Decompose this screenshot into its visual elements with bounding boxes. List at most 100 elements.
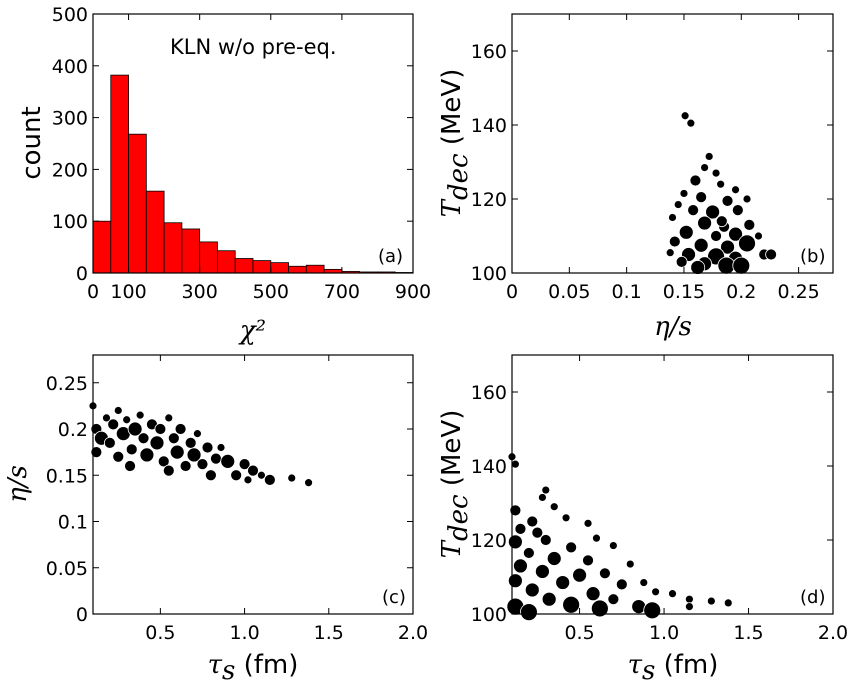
histogram-bar	[128, 133, 147, 274]
scatter-point	[112, 450, 125, 463]
panel-a-xtick-label: 900	[395, 281, 431, 303]
scatter-point	[157, 455, 170, 468]
panel-a-ytick-label: 100	[52, 211, 88, 233]
scatter-point	[706, 596, 716, 606]
panel-a-ticks: 0 100 300 500 700 900 0 100 200 300 400 500	[52, 4, 431, 303]
scatter-point	[507, 573, 523, 589]
panel-d-ytick-label: 100	[471, 604, 507, 626]
panel-d-frame	[511, 354, 834, 615]
panel-b-ytick-label: 140	[471, 115, 507, 137]
scatter-point	[643, 601, 662, 620]
panel-c-frame	[92, 354, 414, 615]
scatter-point	[695, 191, 708, 204]
scatter-point	[304, 478, 313, 488]
scatter-point	[513, 558, 528, 574]
scatter-point	[555, 575, 571, 590]
scatter-point	[599, 567, 611, 580]
panel-d-ticks: 0.5 1.0 1.5 2.0 100 120 140 160	[471, 355, 848, 644]
panel-d-xlabel-unit: (fm)	[655, 650, 718, 680]
panel-c-points	[88, 401, 313, 488]
histogram-bar	[270, 262, 289, 274]
svg-text:Tdec (MeV): Tdec (MeV)	[437, 410, 474, 559]
scatter-point	[243, 475, 253, 485]
panel-c-xtick-label: 2.0	[398, 622, 428, 644]
scatter-point	[717, 256, 736, 275]
histogram-bar	[199, 241, 218, 274]
scatter-point	[507, 534, 523, 550]
panel-b-xlabel: η/s	[654, 312, 692, 342]
panel-c-label: (c)	[382, 587, 406, 608]
panel-c-ytick-label: 0.25	[46, 373, 88, 395]
panel-a-label: (a)	[378, 246, 403, 267]
panel-b-ylabel: Tdec (MeV)	[437, 69, 474, 218]
scatter-point	[124, 460, 136, 472]
panel-c-xtick-label: 1.5	[314, 622, 344, 644]
panel-a-frame	[92, 13, 414, 274]
scatter-point	[583, 518, 593, 528]
histogram-bar	[305, 264, 325, 274]
panel-c-scatter: 0.5 1.0 1.5 2.0 0 0.05 0.1 0.15 0.2 0.25 (c) τs (…	[3, 354, 428, 684]
scatter-point	[541, 591, 557, 607]
panel-c-ytick-label: 0.1	[58, 512, 88, 534]
scatter-point	[541, 485, 551, 495]
scatter-point	[561, 513, 571, 523]
panel-b-xtick-label: 0.15	[663, 281, 705, 303]
panel-d-xlabel: τs (fm)	[628, 650, 719, 684]
scatter-point	[103, 436, 116, 449]
scatter-point	[592, 533, 601, 543]
panel-d-ytick-label: 140	[471, 456, 507, 478]
scatter-point	[742, 194, 752, 204]
panel-b-ylabel-symbol: T	[437, 198, 467, 217]
scatter-point	[125, 443, 138, 456]
panel-a-ytick-label: 400	[52, 56, 88, 78]
scatter-point	[230, 469, 243, 482]
scatter-point	[723, 598, 733, 608]
scatter-point	[678, 224, 694, 240]
panel-a-xtick-label: 0	[87, 281, 99, 303]
panel-b-ylabel-subscript: dec	[444, 153, 474, 200]
panel-d-ylabel-subscript: dec	[444, 494, 474, 541]
scatter-point	[263, 473, 276, 486]
scatter-point	[608, 541, 618, 550]
scatter-point	[711, 168, 721, 178]
scatter-point	[169, 444, 185, 460]
panel-c-ytick-label: 0	[76, 604, 88, 626]
scatter-point	[535, 564, 550, 579]
panel-d-xtick-label: 1.5	[733, 622, 763, 644]
panel-d-label: (d)	[800, 587, 825, 608]
scatter-point	[509, 504, 522, 517]
histogram-bar	[234, 258, 254, 274]
panel-c-ytick-label: 0.2	[58, 419, 88, 441]
scatter-point	[287, 473, 297, 483]
scatter-point	[549, 502, 559, 512]
panel-b-ylabel-unit: (MeV)	[437, 69, 467, 154]
scatter-point	[686, 118, 696, 128]
panel-a-ytick-label: 200	[52, 159, 88, 181]
scatter-point	[107, 418, 120, 431]
scatter-point	[721, 194, 734, 207]
scatter-point	[238, 458, 251, 471]
scatter-point	[524, 582, 540, 598]
scatter-point	[732, 256, 751, 275]
scatter-point	[673, 200, 683, 209]
panel-c-ytick-label: 0.05	[46, 558, 88, 580]
scatter-point	[135, 410, 145, 420]
svg-text:Tdec (MeV): Tdec (MeV)	[437, 69, 474, 218]
scatter-point	[710, 230, 722, 242]
scatter-point	[693, 237, 709, 253]
scatter-point	[562, 595, 581, 614]
scatter-point	[102, 413, 111, 423]
scatter-point	[765, 248, 777, 261]
scatter-point	[700, 163, 709, 172]
scatter-point	[184, 436, 197, 449]
scatter-point	[522, 547, 535, 559]
scatter-point	[514, 523, 527, 535]
panel-b-xtick-label: 0	[506, 281, 518, 303]
scatter-point	[639, 578, 649, 587]
panel-b-xtick-label: 0.2	[726, 281, 756, 303]
scatter-point	[186, 447, 202, 463]
histogram-bar	[217, 250, 236, 274]
scatter-point	[680, 111, 690, 121]
panel-d-xtick-label: 0.5	[564, 622, 594, 644]
panel-d-ylabel-symbol: T	[437, 539, 467, 558]
